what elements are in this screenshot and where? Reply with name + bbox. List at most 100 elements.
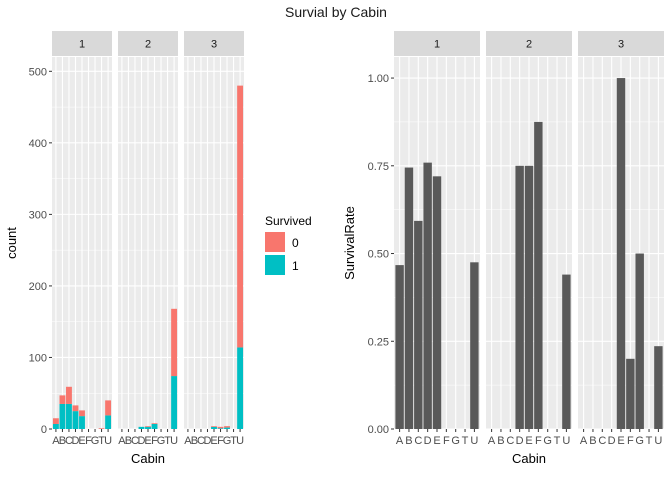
bar-survived-1-E — [145, 426, 151, 429]
bar-survived-0-E — [211, 426, 217, 427]
x-tick-label: F — [85, 435, 92, 447]
bar-survived-0-U — [171, 308, 178, 377]
y-tick-label: 1.00 — [368, 73, 389, 85]
bar-survived-1-U — [171, 376, 178, 429]
y-tick-label: 0.75 — [368, 161, 389, 173]
x-axis-title: Cabin — [512, 451, 546, 466]
x-tick-label: T — [554, 435, 561, 447]
bar-survived-0-G — [224, 426, 230, 428]
x-tick-label: C — [414, 435, 422, 447]
bar-survived-1-U — [237, 347, 244, 429]
x-tick-label: E — [617, 435, 624, 447]
x-tick-label: A — [118, 435, 126, 447]
x-tick-label: G — [157, 435, 166, 447]
x-tick-label: E — [433, 435, 440, 447]
bar-survived-1-E — [79, 416, 85, 429]
bar-survived-0-B — [59, 395, 66, 404]
bar-survived-0-F — [217, 426, 224, 429]
x-tick-label: F — [151, 435, 158, 447]
bar-rate-E — [432, 176, 442, 429]
bar-survived-1-F — [151, 423, 158, 429]
bar-rate-F — [534, 121, 543, 429]
y-tick-label: 400 — [29, 138, 47, 150]
bar-rate-D — [515, 165, 524, 429]
legend-label-0: 0 — [292, 236, 299, 250]
legend-title: Survived — [265, 214, 312, 228]
x-tick-label: T — [98, 435, 105, 447]
x-tick-label: C — [506, 435, 514, 447]
bar-rate-E — [616, 78, 626, 429]
x-tick-label: D — [608, 435, 616, 447]
x-tick-label: A — [52, 435, 60, 447]
x-tick-label: U — [654, 435, 662, 447]
y-tick-label: 0.25 — [368, 336, 389, 348]
bar-rate-U — [654, 346, 663, 429]
bar-survived-1-E — [211, 426, 217, 429]
bar-survived-0-U — [105, 400, 112, 416]
bar-survived-0-A — [52, 418, 59, 424]
x-tick-label: B — [191, 435, 198, 447]
x-tick-label: G — [635, 435, 644, 447]
x-tick-label: C — [131, 435, 139, 447]
y-tick-label: 500 — [29, 66, 47, 78]
bar-survived-0-E — [145, 426, 151, 427]
legend-label-1: 1 — [292, 259, 299, 273]
facet-strip-label: 3 — [618, 39, 624, 51]
x-tick-label: T — [646, 435, 653, 447]
x-tick-label: E — [210, 435, 217, 447]
x-tick-label: F — [217, 435, 224, 447]
x-tick-label: U — [562, 435, 570, 447]
x-tick-label: A — [184, 435, 192, 447]
y-axis-title: count — [4, 227, 19, 259]
right-chart-survival-rate: 1A B C D E F G T U2A B C D E F G T U3A B C D E F G T U0.000.250.… — [342, 31, 664, 466]
x-axis-title: Cabin — [131, 451, 165, 466]
legend: Survived 0 1 — [265, 214, 312, 275]
bar-survived-0-T — [98, 428, 105, 429]
x-tick-label: E — [525, 435, 532, 447]
x-tick-label: T — [462, 435, 469, 447]
x-tick-label: U — [104, 435, 112, 447]
bar-survived-0-U — [237, 85, 244, 348]
x-tick-label: E — [78, 435, 85, 447]
facet-strip — [394, 31, 480, 56]
bar-rate-A — [395, 265, 404, 429]
y-tick-label: 100 — [29, 352, 47, 364]
bar-survived-1-B — [59, 403, 66, 429]
legend-swatch-0 — [265, 232, 285, 252]
bar-survived-1-U — [105, 415, 112, 429]
bar-survived-0-F — [151, 423, 158, 424]
bar-rate-F — [626, 358, 635, 429]
x-tick-label: B — [589, 435, 596, 447]
x-tick-label: G — [543, 435, 552, 447]
x-tick-label: B — [405, 435, 412, 447]
bar-survived-1-F — [217, 428, 224, 429]
bar-rate-C — [414, 220, 423, 429]
y-tick-label: 0.00 — [368, 424, 389, 436]
bar-survived-0-E — [79, 410, 85, 417]
x-tick-label: G — [223, 435, 232, 447]
x-tick-label: U — [470, 435, 478, 447]
bar-rate-U — [562, 274, 571, 429]
x-tick-label: T — [230, 435, 237, 447]
x-tick-label: U — [170, 435, 178, 447]
facet-strip — [52, 31, 112, 56]
x-tick-label: F — [627, 435, 634, 447]
x-tick-label: D — [424, 435, 432, 447]
bar-rate-U — [470, 262, 479, 429]
y-axis-title: SurvivalRate — [342, 206, 357, 280]
facet-strip — [118, 31, 178, 56]
x-tick-label: E — [144, 435, 151, 447]
x-tick-label: D — [138, 435, 146, 447]
facet-strip-label: 2 — [526, 39, 532, 51]
x-tick-label: B — [125, 435, 132, 447]
y-tick-label: 0 — [41, 424, 47, 436]
facet-strip — [578, 31, 664, 56]
bar-survived-1-D — [72, 411, 79, 429]
